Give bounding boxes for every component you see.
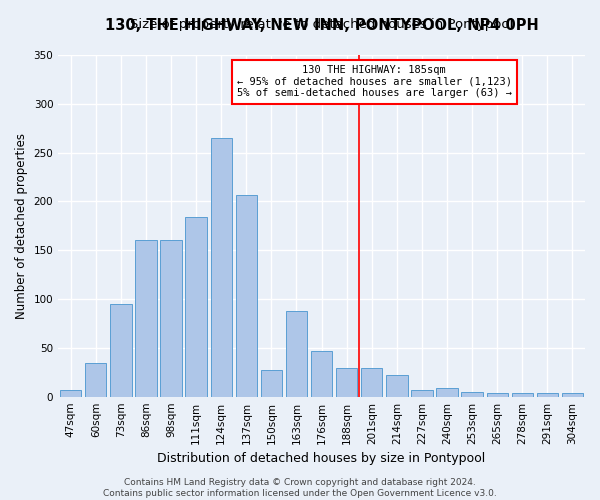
Bar (386, 375, 407, 396)
Bar (160, 240, 182, 396)
Bar (537, 393, 558, 396)
Bar (461, 392, 483, 396)
Bar (411, 390, 433, 396)
Bar (185, 217, 207, 396)
Text: Contains HM Land Registry data © Crown copyright and database right 2024.
Contai: Contains HM Land Registry data © Crown c… (103, 478, 497, 498)
Bar (487, 393, 508, 396)
Bar (436, 388, 458, 396)
Bar (136, 240, 157, 396)
Bar (60, 390, 82, 396)
Text: 130 THE HIGHWAY: 185sqm
← 95% of detached houses are smaller (1,123)
5% of semi-: 130 THE HIGHWAY: 185sqm ← 95% of detache… (237, 65, 512, 98)
Bar (211, 138, 232, 396)
X-axis label: Distribution of detached houses by size in Pontypool: Distribution of detached houses by size … (157, 452, 486, 465)
Title: 130, THE HIGHWAY, NEW INN, PONTYPOOL, NP4 0PH: 130, THE HIGHWAY, NEW INN, PONTYPOOL, NP… (105, 18, 538, 33)
Bar (336, 368, 358, 396)
Bar (361, 368, 382, 396)
Y-axis label: Number of detached properties: Number of detached properties (15, 133, 28, 319)
Text: Size of property relative to detached houses in Pontypool: Size of property relative to detached ho… (130, 18, 513, 31)
Bar (261, 370, 282, 396)
Bar (512, 393, 533, 396)
Bar (286, 311, 307, 396)
Bar (311, 351, 332, 397)
Bar (562, 393, 583, 396)
Bar (110, 304, 131, 396)
Bar (236, 194, 257, 396)
Bar (85, 362, 106, 396)
